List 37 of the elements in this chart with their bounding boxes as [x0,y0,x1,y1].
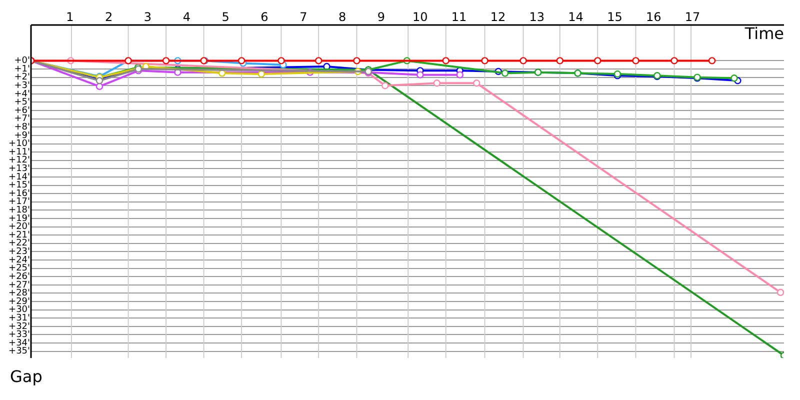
y-tick-label: +4' [14,89,30,100]
x-tick-label: 2 [105,10,113,24]
y-tick-label: +0' [14,56,30,66]
y-tick-label: +16' [8,188,30,199]
y-tick-label: +29' [8,296,30,307]
x-tick-label: 3 [144,10,152,24]
y-tick-label: +8' [14,122,30,132]
y-tick-label: +13' [8,164,30,174]
x-axis-title: Time [744,24,784,44]
y-tick-label: +19' [8,214,30,224]
x-tick-label: 10 [412,10,428,24]
x-tick-label: 9 [377,10,386,24]
y-axis-title: Gap [10,367,42,386]
x-tick-label: 16 [646,10,662,24]
y-tick-label: +10' [8,139,30,150]
x-tick-label: 15 [607,10,622,24]
x-tick-label: 17 [684,10,700,24]
x-tick-label: 14 [568,10,584,24]
x-tick-label: 7 [300,10,308,24]
y-tick-label: +35' [8,346,30,357]
y-tick-label: +3' [14,80,30,91]
y-tick-label: +6' [14,106,30,116]
x-tick-label: 5 [222,10,230,24]
x-tick-label: 13 [529,10,545,24]
x-tick-label: 4 [182,10,190,24]
y-tick-label: +32' [8,322,30,332]
x-tick-label: 1 [66,10,74,24]
x-tick-label: 11 [451,10,467,24]
y-tick-label: +14' [8,172,30,182]
y-tick-label: +9' [14,130,30,141]
y-tick-label: +18' [8,206,30,216]
y-tick-label: +34' [8,338,30,348]
x-tick-label: 12 [490,10,506,24]
x-tick-label: 8 [338,10,346,24]
x-tick-label: 6 [260,10,268,24]
y-tick-label: +31' [8,313,30,324]
y-tick-label: +26' [8,272,30,282]
